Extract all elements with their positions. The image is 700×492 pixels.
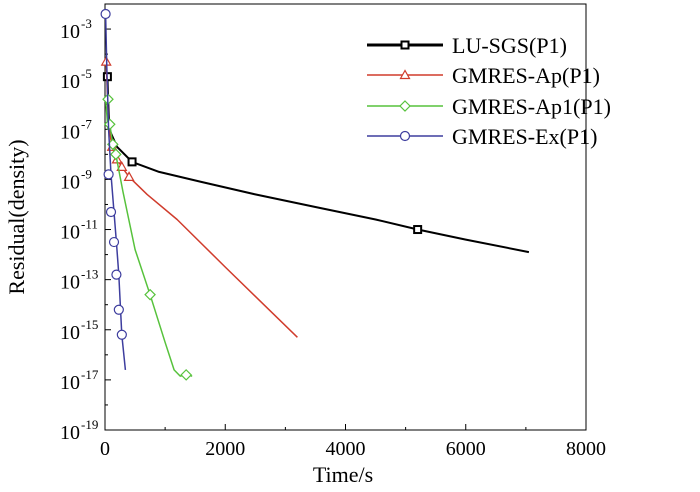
legend-marker <box>399 69 411 80</box>
x-tick-label: 0 <box>100 438 110 460</box>
y-axis-label: Residual(density) <box>4 139 29 294</box>
series-line <box>105 61 298 338</box>
y-tick-exponent: -9 <box>81 166 92 181</box>
y-tick-label: 10 <box>60 222 80 244</box>
x-tick-label: 6000 <box>446 438 486 460</box>
x-tick-label: 4000 <box>326 438 366 460</box>
data-point <box>103 118 116 131</box>
legend-entry: GMRES-Ap1(P1) <box>367 94 611 119</box>
legend-entry: GMRES-Ex(P1) <box>367 124 597 149</box>
y-tick-exponent: -15 <box>81 317 98 332</box>
legend-label: GMRES-Ap1(P1) <box>452 94 611 119</box>
y-tick-exponent: -13 <box>81 267 98 282</box>
data-point <box>103 169 114 180</box>
data-point <box>108 236 120 248</box>
data-point <box>180 369 193 381</box>
data-point <box>127 157 137 167</box>
legend-marker <box>399 130 411 142</box>
data-point <box>111 269 122 280</box>
y-tick-label: 10 <box>60 71 80 93</box>
y-tick-exponent: -17 <box>81 367 99 382</box>
y-tick-label: 10 <box>60 272 80 294</box>
legend-marker <box>400 40 410 50</box>
series-3 <box>100 8 127 370</box>
data-point <box>113 304 124 315</box>
y-tick-exponent: -11 <box>81 217 98 232</box>
y-tick-exponent: -5 <box>81 66 92 81</box>
x-axis-ticks: 0 2000 4000 6000 8000 <box>100 424 606 460</box>
y-tick-exponent: -3 <box>81 16 92 31</box>
legend-label: LU-SGS(P1) <box>452 33 567 58</box>
data-point <box>116 161 128 171</box>
y-tick-label: 10 <box>60 21 80 43</box>
y-tick-label: 10 <box>60 422 80 444</box>
data-point <box>413 225 423 235</box>
x-tick-label: 2000 <box>205 438 245 460</box>
legend: LU-SGS(P1) GMRES-Ap(P1) GMRES-Ap1(P1) GMRES… <box>367 33 611 149</box>
x-axis-label: Time/s <box>313 462 373 487</box>
y-tick-exponent: -19 <box>81 417 98 432</box>
x-tick-label: 8000 <box>566 438 606 460</box>
y-tick-label: 10 <box>60 322 80 344</box>
legend-label: GMRES-Ap(P1) <box>452 63 600 88</box>
legend-label: GMRES-Ex(P1) <box>452 124 597 149</box>
data-point <box>105 206 117 218</box>
data-point <box>144 288 156 301</box>
y-tick-label: 10 <box>60 372 80 394</box>
y-tick-exponent: -7 <box>81 116 92 131</box>
y-tick-label: 10 <box>60 171 80 193</box>
legend-marker <box>399 100 411 112</box>
legend-entry: GMRES-Ap(P1) <box>367 63 600 88</box>
legend-entry: LU-SGS(P1) <box>367 33 567 58</box>
data-point <box>109 148 122 161</box>
data-point <box>123 171 135 182</box>
data-point <box>116 329 127 340</box>
series-layer <box>100 8 530 381</box>
series-2 <box>102 93 193 381</box>
data-point <box>100 8 111 20</box>
y-tick-label: 10 <box>60 121 80 143</box>
